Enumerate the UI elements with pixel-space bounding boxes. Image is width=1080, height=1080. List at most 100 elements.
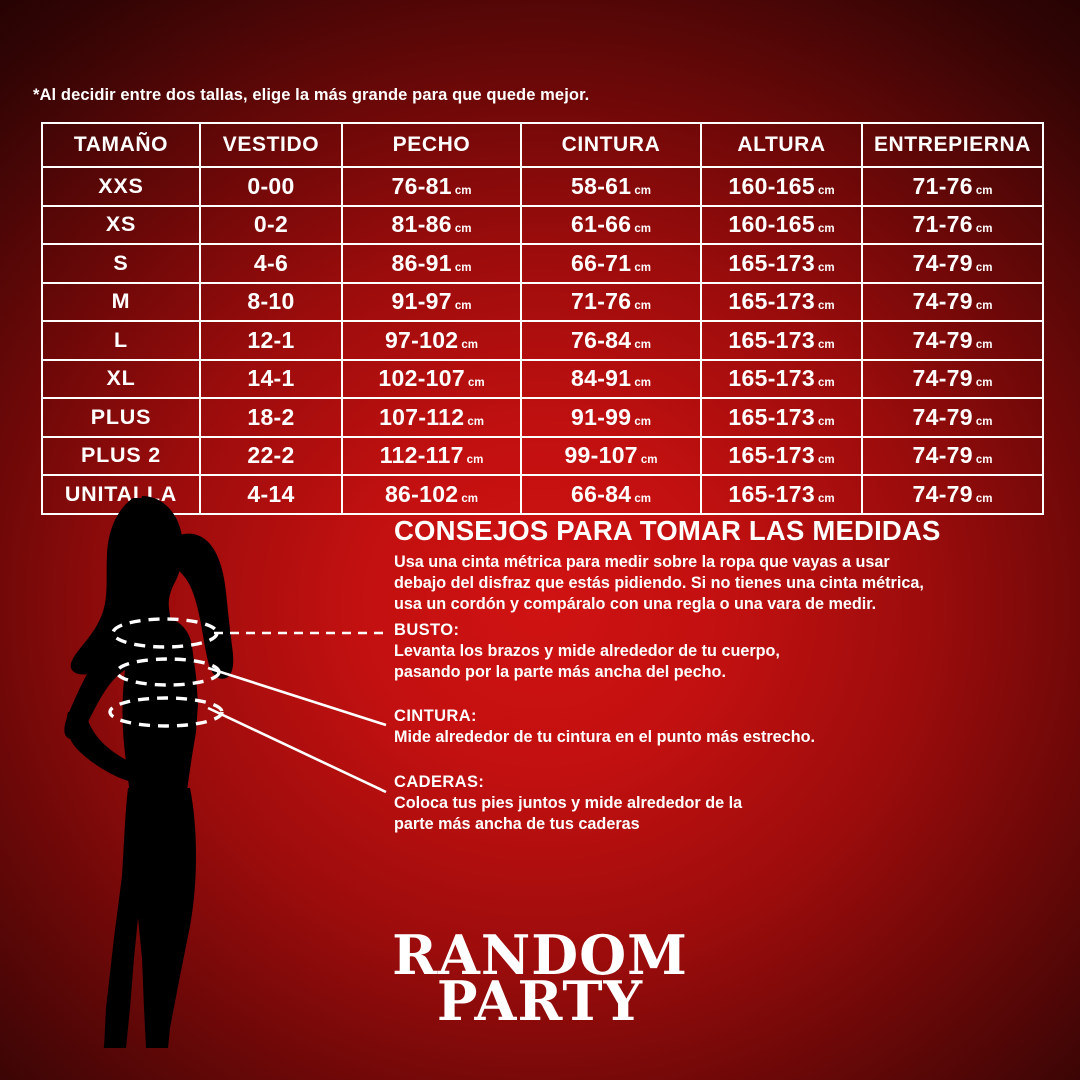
unit-label: cm [817,300,835,313]
column-header-cintura: CINTURA [520,122,702,168]
measure-item-caderas: CADERAS: Coloca tus pies juntos y mide a… [394,772,742,835]
cell-size: S [41,243,201,284]
cell-value: 165-173 [728,480,815,507]
cell-vestido: 12-1 [199,320,343,361]
cell-value: 91-97 [391,288,452,315]
cell-pecho: 107-112 cm [341,397,522,438]
unit-label: cm [634,184,651,197]
cell-entrepierna: 74-79 cm [861,320,1044,361]
cell-altura: 165-173 cm [700,243,863,284]
cell-entrepierna: 74-79 cm [861,474,1044,515]
cell-size: UNITALLA [41,474,201,515]
cell-pecho: 86-91 cm [341,243,522,284]
cell-value: 74-79 [912,326,973,353]
tips-body-line-3: usa un cordón y compáralo con una regla … [394,595,877,613]
brand-logo-line-2: PARTY [436,969,644,1034]
cell-size: XXS [41,166,201,207]
cell-value: 102-107 [378,365,465,392]
cell-value: 74-79 [912,442,973,469]
measure-desc-caderas-line-1: Coloca tus pies juntos y mide alrededor … [394,794,743,813]
column-header-tamano: TAMAÑO [41,122,201,168]
table-row: UNITALLA 4-14 86-102 cm 66-84 cm 165-173 cm 74-7… [41,474,1044,515]
cell-size: PLUS 2 [41,435,201,476]
table-row: PLUS 18-2 107-112 cm 91-99 cm 165-173 cm 74-79 cm [41,397,1044,438]
table-row: M 8-10 91-97 cm 71-76 cm 165-173 cm 74-79 cm [41,281,1044,322]
cell-value: 107-112 [379,403,465,430]
cell-altura: 165-173 cm [700,281,863,322]
cell-value: 71-76 [571,288,632,315]
unit-label: cm [454,223,472,236]
unit-label: cm [634,338,651,351]
measure-desc-busto-line-1: Levanta los brazos y mide alrededor de t… [394,642,780,661]
unit-label: cm [975,338,993,351]
cell-entrepierna: 74-79 cm [861,397,1044,438]
measure-label-caderas: CADERAS: [394,773,485,791]
unit-label: cm [975,377,993,390]
column-header-altura: ALTURA [700,122,863,168]
cell-size: M [41,281,201,322]
cell-entrepierna: 71-76 cm [861,204,1044,245]
cell-entrepierna: 74-79 cm [861,281,1044,322]
cell-vestido: 4-14 [199,474,343,515]
cell-pecho: 102-107 cm [341,358,522,399]
cell-value: 0-00 [247,172,295,199]
unit-label: cm [634,261,651,274]
unit-label: cm [817,492,835,505]
unit-label: cm [467,377,485,390]
cell-vestido: 14-1 [199,358,343,399]
cell-cintura: 84-91 cm [520,358,702,399]
cell-cintura: 71-76 cm [520,281,702,322]
cell-vestido: 18-2 [199,397,343,438]
unit-label: cm [454,184,472,197]
cell-value: 58-61 [571,172,632,199]
cell-value: 74-79 [912,403,973,430]
table-row: S 4-6 86-91 cm 66-71 cm 165-173 cm 74-79 cm [41,243,1044,284]
cell-value: 165-173 [728,403,815,430]
cell-cintura: 99-107 cm [520,435,702,476]
cell-value: 86-91 [391,249,452,276]
unit-label: cm [634,300,651,313]
cell-value: 112-117 [379,442,464,469]
table-row: XXS 0-00 76-81 cm 58-61 cm 160-165 cm 71-76 cm [41,166,1044,207]
cell-altura: 160-165 cm [700,166,863,207]
cell-value: 86-102 [384,480,459,507]
unit-label: cm [454,261,472,274]
unit-label: cm [817,338,835,351]
measure-item-busto: BUSTO: Levanta los brazos y mide alreded… [394,620,780,683]
cell-altura: 165-173 cm [700,358,863,399]
tips-block: CONSEJOS PARA TOMAR LAS MEDIDAS Usa una … [394,515,1014,615]
table-row: XS 0-2 81-86 cm 61-66 cm 160-165 cm 71-76 cm [41,204,1044,245]
cell-cintura: 76-84 cm [520,320,702,361]
cell-size: XS [41,204,201,245]
cell-value: 66-71 [571,249,632,276]
table-row: L 12-1 97-102 cm 76-84 cm 165-173 cm 74-79 cm [41,320,1044,361]
cell-pecho: 86-102 cm [341,474,522,515]
cell-altura: 165-173 cm [700,435,863,476]
column-header-entrepierna: ENTREPIERNA [861,122,1044,168]
unit-label: cm [817,261,835,274]
cell-vestido: 8-10 [199,281,343,322]
cell-value: 74-79 [912,249,973,276]
cell-entrepierna: 71-76 cm [861,166,1044,207]
brand-logo: RANDOM PARTY [0,928,1080,1034]
cell-value: 76-84 [571,326,632,353]
cell-value: 4-14 [247,480,295,507]
cell-cintura: 61-66 cm [520,204,702,245]
unit-label: cm [975,184,993,197]
cell-value: 0-2 [253,211,289,238]
column-header-vestido: VESTIDO [199,122,343,168]
cell-cintura: 58-61 cm [520,166,702,207]
tips-title: CONSEJOS PARA TOMAR LAS MEDIDAS [394,515,941,546]
cell-altura: 165-173 cm [700,320,863,361]
cell-altura: 165-173 cm [700,397,863,438]
cell-value: 99-107 [564,442,638,469]
cell-pecho: 76-81 cm [341,166,522,207]
cell-cintura: 91-99 cm [520,397,702,438]
cell-value: 84-91 [571,365,632,392]
unit-label: cm [634,492,651,505]
unit-label: cm [634,223,651,236]
cell-value: 71-76 [912,211,973,238]
unit-label: cm [975,415,993,428]
cell-value: 91-99 [571,403,632,430]
